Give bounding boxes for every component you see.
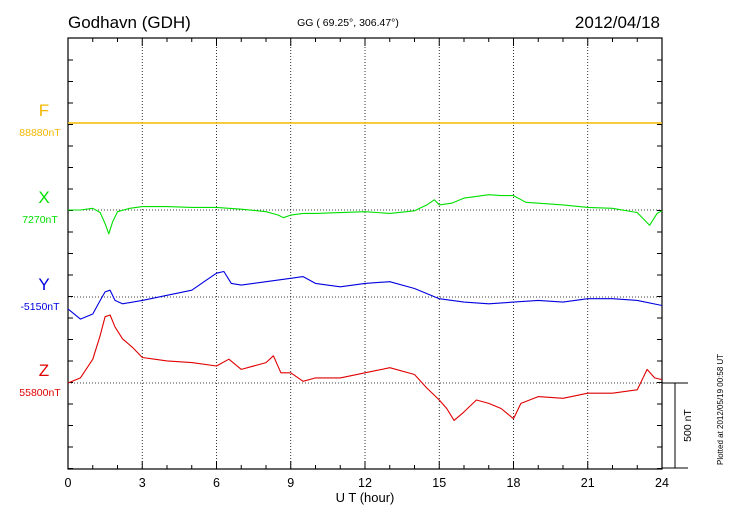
component-label-f: F xyxy=(39,101,49,120)
component-label-z: Z xyxy=(39,361,49,380)
y-minor-ticks xyxy=(68,59,662,469)
baseline-value-f: 88880nT xyxy=(19,127,61,139)
scale-bar-label: 500 nT xyxy=(682,409,694,442)
component-label-x: X xyxy=(38,188,49,207)
x-tick-label: 15 xyxy=(432,476,446,490)
scale-bar: 500 nT xyxy=(662,382,694,469)
x-tick-label: 12 xyxy=(358,476,372,490)
series-lines xyxy=(67,122,663,421)
station-coordinates: GG ( 69.25°, 306.47°) xyxy=(297,17,399,29)
grid-lines xyxy=(68,38,662,469)
station-title: Godhavn (GDH) xyxy=(68,13,191,32)
component-label-y: Y xyxy=(38,275,49,294)
x-tick-label: 18 xyxy=(507,476,521,490)
series-line-z xyxy=(67,314,663,421)
component-labels: F 88880nT X 7270nT Y -5150nT Z 55800nT xyxy=(19,101,61,399)
x-tick-label: 6 xyxy=(213,476,220,490)
x-axis-title: U T (hour) xyxy=(336,490,395,505)
baseline-value-y: -5150nT xyxy=(20,301,60,313)
x-tick-label: 0 xyxy=(65,476,72,490)
x-tick-label: 3 xyxy=(139,476,146,490)
x-tick-label: 9 xyxy=(287,476,294,490)
series-line-x xyxy=(68,194,663,235)
baseline-value-x: 7270nT xyxy=(22,214,58,226)
series-line-y xyxy=(67,270,663,320)
x-axis: 0 3 6 9 12 15 18 21 24 xyxy=(65,38,669,490)
x-tick-label: 24 xyxy=(655,476,669,490)
date-label: 2012/04/18 xyxy=(575,13,660,32)
x-tick-label: 21 xyxy=(581,476,595,490)
plotted-timestamp: Plotted at 2012/05/19 00:58 UT xyxy=(716,354,725,465)
baseline-value-z: 55800nT xyxy=(19,387,61,399)
